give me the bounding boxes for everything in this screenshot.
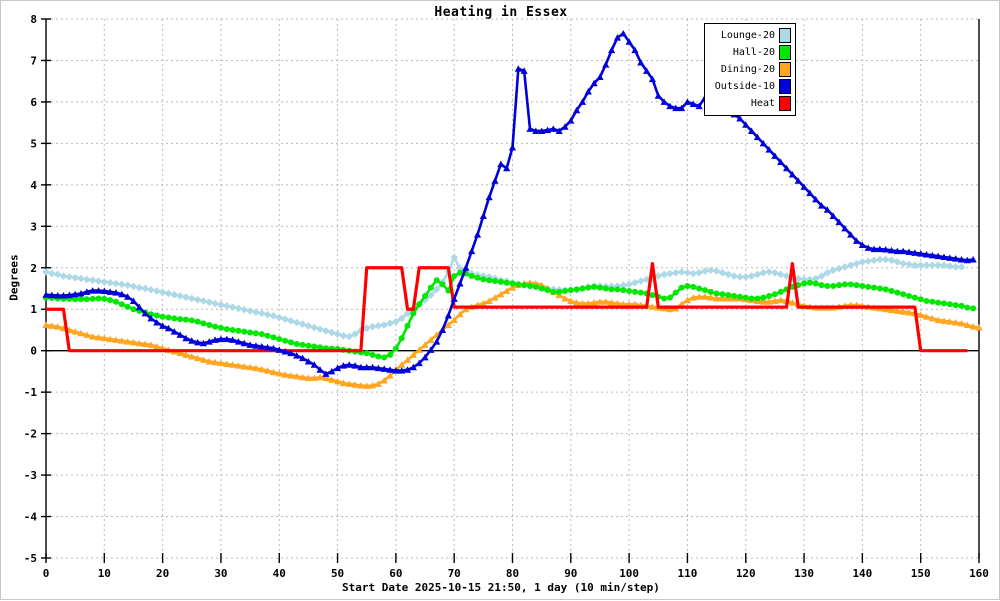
- svg-text:0: 0: [30, 345, 37, 358]
- svg-text:100: 100: [619, 567, 639, 580]
- legend-swatch-hall: [779, 45, 791, 60]
- svg-text:6: 6: [30, 96, 37, 109]
- svg-text:80: 80: [506, 567, 519, 580]
- legend-label: Heat: [750, 98, 775, 109]
- legend-label: Outside-10: [714, 81, 775, 92]
- svg-text:50: 50: [331, 567, 344, 580]
- svg-text:160: 160: [969, 567, 989, 580]
- svg-text:70: 70: [448, 567, 461, 580]
- legend-swatch-dining: [779, 62, 791, 77]
- legend-swatch-outside: [779, 79, 791, 94]
- svg-text:-4: -4: [24, 511, 38, 524]
- svg-text:1: 1: [30, 303, 37, 316]
- svg-text:10: 10: [98, 567, 111, 580]
- svg-text:40: 40: [273, 567, 286, 580]
- svg-text:60: 60: [389, 567, 402, 580]
- svg-text:90: 90: [564, 567, 577, 580]
- svg-text:-5: -5: [24, 552, 37, 565]
- svg-text:140: 140: [852, 567, 872, 580]
- svg-text:130: 130: [794, 567, 814, 580]
- legend-label: Lounge-20: [720, 30, 775, 41]
- svg-text:4: 4: [30, 179, 37, 192]
- svg-text:150: 150: [911, 567, 931, 580]
- svg-text:20: 20: [156, 567, 169, 580]
- svg-text:110: 110: [678, 567, 698, 580]
- legend-swatch-lounge: [779, 28, 791, 43]
- chart-title: Heating in Essex: [434, 5, 568, 20]
- legend-item[interactable]: Dining-20: [709, 61, 791, 78]
- legend-item[interactable]: Heat: [709, 95, 791, 112]
- legend-item[interactable]: Outside-10: [709, 78, 791, 95]
- svg-text:3: 3: [30, 220, 37, 233]
- svg-text:8: 8: [30, 13, 37, 26]
- svg-text:-2: -2: [24, 428, 37, 441]
- svg-text:7: 7: [30, 54, 37, 67]
- svg-text:-1: -1: [24, 386, 38, 399]
- series-hall-20: [43, 269, 977, 361]
- svg-text:30: 30: [214, 567, 227, 580]
- x-axis-label: Start Date 2025-10-15 21:50, 1 day (10 m…: [342, 581, 660, 594]
- legend-label: Dining-20: [720, 64, 775, 75]
- svg-text:5: 5: [30, 137, 37, 150]
- chart-legend[interactable]: Lounge-20 Hall-20 Dining-20 Outside-10 H…: [704, 23, 796, 116]
- data-series: [42, 30, 983, 389]
- axes: [41, 18, 980, 563]
- svg-text:120: 120: [736, 567, 756, 580]
- legend-item[interactable]: Hall-20: [709, 44, 791, 61]
- series-heat: [46, 262, 968, 353]
- grid-lines: [45, 18, 980, 559]
- svg-text:-3: -3: [24, 469, 37, 482]
- svg-text:2: 2: [30, 262, 37, 275]
- legend-label: Hall-20: [732, 47, 775, 58]
- legend-swatch-heat: [779, 96, 791, 111]
- legend-item[interactable]: Lounge-20: [709, 27, 791, 44]
- series-outside-10: [42, 30, 977, 377]
- svg-text:0: 0: [43, 567, 50, 580]
